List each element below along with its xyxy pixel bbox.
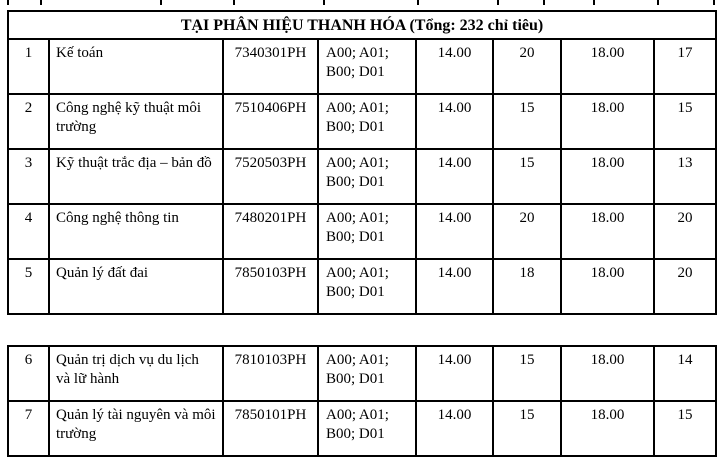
score1-cell: 14.00 bbox=[415, 148, 494, 205]
code-cell: 7810103PH bbox=[222, 345, 319, 402]
score2-cell: 18.00 bbox=[560, 38, 655, 95]
quota1-cell: 20 bbox=[492, 203, 562, 260]
stt-cell: 5 bbox=[7, 258, 50, 315]
score1-cell: 14.00 bbox=[415, 38, 494, 95]
quota1-cell: 15 bbox=[492, 93, 562, 150]
table-row: 7 Quản lý tài nguyên và môi trường 78501… bbox=[7, 400, 717, 457]
quota1-cell: 15 bbox=[492, 148, 562, 205]
quota2-cell: 13 bbox=[652, 148, 718, 205]
table-row: 5 Quản lý đất đai 7850103PH A00; A01; B0… bbox=[7, 258, 718, 315]
quota2-cell: 17 bbox=[652, 38, 718, 95]
admissions-table-thanh-hoa-continued: 6 Quản trị dịch vụ du lịch và lữ hành 78… bbox=[7, 345, 717, 457]
cut-table-border-tick bbox=[7, 0, 9, 5]
score2-cell: 18.00 bbox=[560, 258, 655, 315]
major-cell: Quản lý đất đai bbox=[48, 258, 224, 315]
score2-cell: 18.00 bbox=[560, 93, 655, 150]
cut-table-border-tick bbox=[417, 0, 419, 5]
combination-cell: A00; A01; B00; D01 bbox=[317, 93, 417, 150]
quota2-cell: 20 bbox=[652, 258, 718, 315]
score2-cell: 18.00 bbox=[560, 400, 655, 457]
stt-cell: 3 bbox=[7, 148, 50, 205]
cut-table-border-tick bbox=[543, 0, 545, 5]
quota1-cell: 15 bbox=[492, 345, 562, 402]
code-cell: 7850103PH bbox=[222, 258, 319, 315]
combination-cell: A00; A01; B00; D01 bbox=[317, 258, 417, 315]
stt-cell: 2 bbox=[7, 93, 50, 150]
code-cell: 7340301PH bbox=[222, 38, 319, 95]
score1-cell: 14.00 bbox=[415, 400, 494, 457]
quota2-cell: 14 bbox=[653, 345, 717, 402]
code-cell: 7480201PH bbox=[222, 203, 319, 260]
stt-cell: 4 bbox=[7, 203, 50, 260]
table-row: 4 Công nghệ thông tin 7480201PH A00; A01… bbox=[7, 203, 718, 260]
score2-cell: 18.00 bbox=[560, 203, 655, 260]
stt-cell: 7 bbox=[7, 400, 50, 457]
quota2-cell: 15 bbox=[652, 93, 718, 150]
quota1-cell: 15 bbox=[492, 400, 562, 457]
score2-cell: 18.00 bbox=[560, 345, 655, 402]
table-row: 2 Công nghệ kỹ thuật môi trường 7510406P… bbox=[7, 93, 718, 150]
score1-cell: 14.00 bbox=[415, 203, 494, 260]
major-cell: Quản trị dịch vụ du lịch và lữ hành bbox=[48, 345, 224, 402]
code-cell: 7520503PH bbox=[222, 148, 319, 205]
score1-cell: 14.00 bbox=[415, 345, 494, 402]
major-cell: Kỹ thuật trắc địa – bản đồ bbox=[48, 148, 224, 205]
cut-table-border-tick bbox=[233, 0, 235, 5]
major-cell: Quản lý tài nguyên và môi trường bbox=[48, 400, 224, 457]
quota2-cell: 15 bbox=[653, 400, 717, 457]
quota1-cell: 18 bbox=[492, 258, 562, 315]
score1-cell: 14.00 bbox=[415, 93, 494, 150]
quota2-cell: 20 bbox=[652, 203, 718, 260]
quota1-cell: 20 bbox=[492, 38, 562, 95]
stt-cell: 6 bbox=[7, 345, 50, 402]
cut-table-border-tick bbox=[323, 0, 325, 5]
table-row: 3 Kỹ thuật trắc địa – bản đồ 7520503PH A… bbox=[7, 148, 718, 205]
score1-cell: 14.00 bbox=[415, 258, 494, 315]
cut-table-border-tick bbox=[593, 0, 595, 5]
code-cell: 7850101PH bbox=[222, 400, 319, 457]
stt-cell: 1 bbox=[7, 38, 50, 95]
combination-cell: A00; A01; B00; D01 bbox=[317, 203, 417, 260]
combination-cell: A00; A01; B00; D01 bbox=[317, 400, 417, 457]
cut-table-border-tick bbox=[160, 0, 162, 5]
cut-table-border-tick bbox=[40, 0, 42, 5]
major-cell: Công nghệ thông tin bbox=[48, 203, 224, 260]
combination-cell: A00; A01; B00; D01 bbox=[317, 345, 417, 402]
major-cell: Công nghệ kỹ thuật môi trường bbox=[48, 93, 224, 150]
combination-cell: A00; A01; B00; D01 bbox=[317, 148, 417, 205]
table-row: 1 Kế toán 7340301PH A00; A01; B00; D01 1… bbox=[7, 38, 718, 95]
code-cell: 7510406PH bbox=[222, 93, 319, 150]
admissions-table-thanh-hoa: TẠI PHÂN HIỆU THANH HÓA (Tổng: 232 chỉ t… bbox=[6, 10, 718, 315]
cut-table-border-tick bbox=[497, 0, 499, 5]
cut-table-border-tick bbox=[657, 0, 659, 5]
major-cell: Kế toán bbox=[48, 38, 224, 95]
table-title: TẠI PHÂN HIỆU THANH HÓA (Tổng: 232 chỉ t… bbox=[6, 10, 718, 40]
combination-cell: A00; A01; B00; D01 bbox=[317, 38, 417, 95]
table-row: 6 Quản trị dịch vụ du lịch và lữ hành 78… bbox=[7, 345, 717, 402]
table-title-row: TẠI PHÂN HIỆU THANH HÓA (Tổng: 232 chỉ t… bbox=[6, 10, 718, 40]
score2-cell: 18.00 bbox=[560, 148, 655, 205]
cut-table-border-tick bbox=[713, 0, 715, 5]
